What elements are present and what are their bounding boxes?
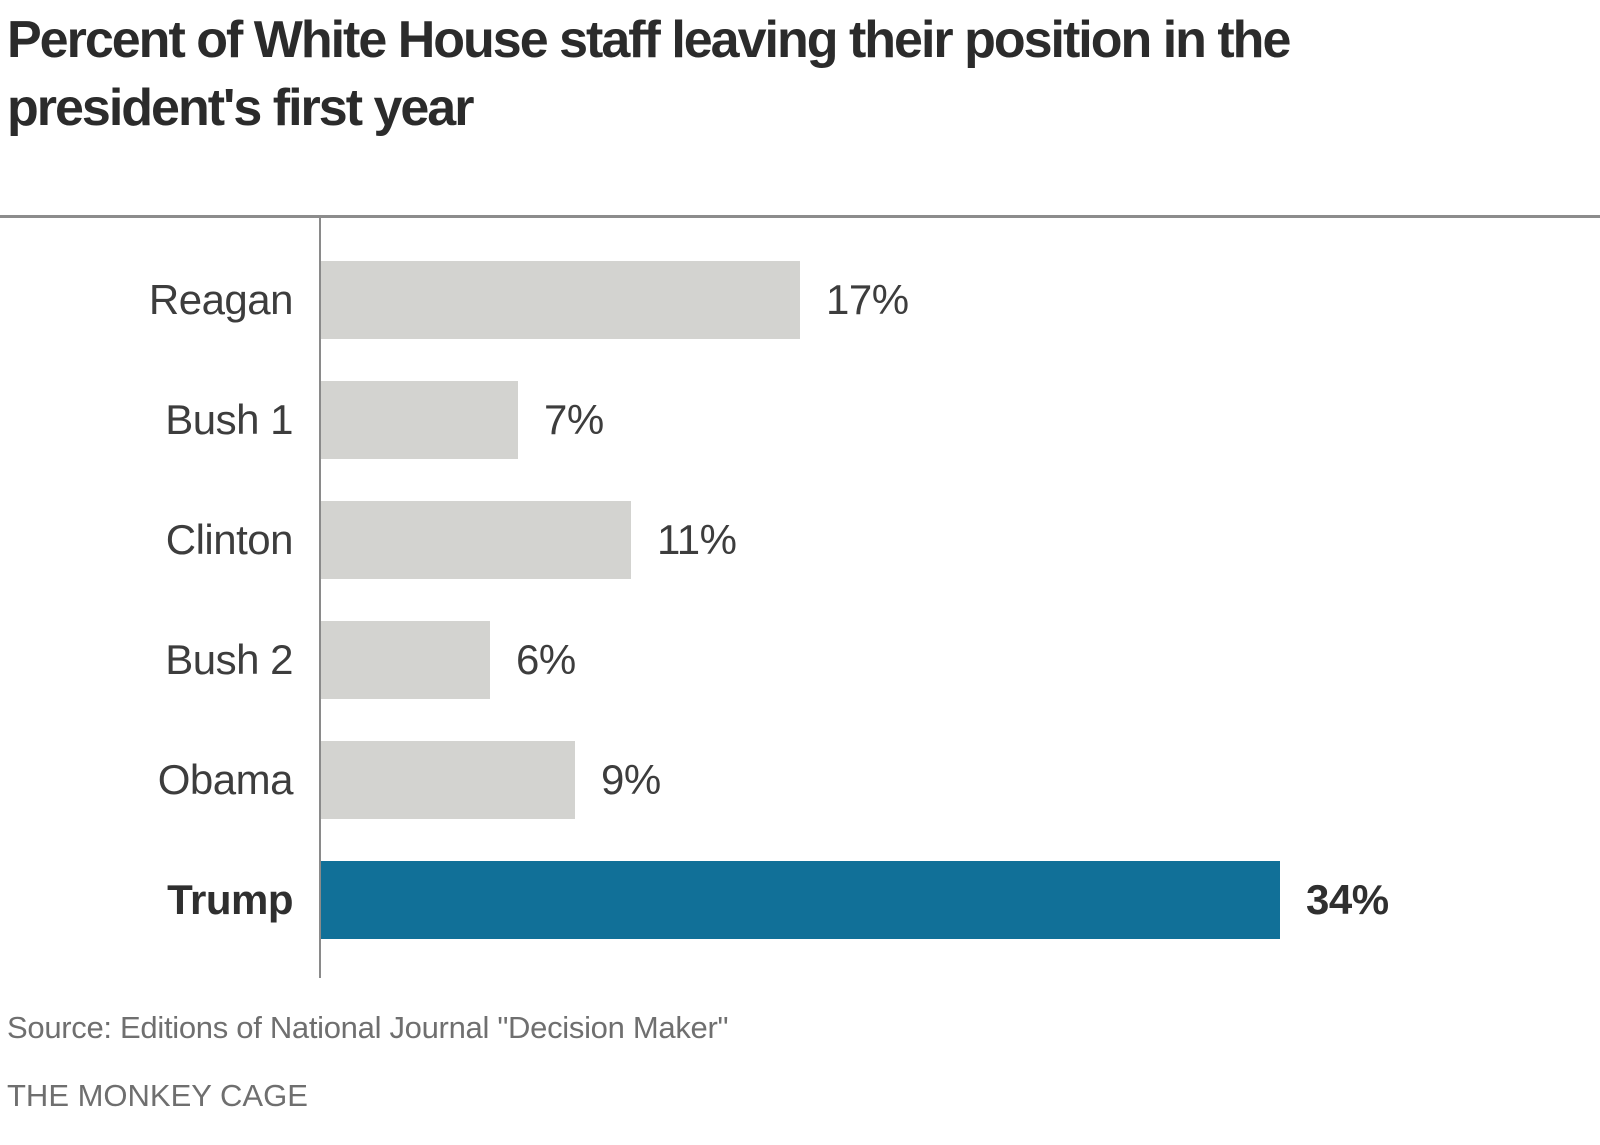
bar-clinton	[321, 501, 631, 579]
bar-bush-1	[321, 381, 518, 459]
bar-reagan	[321, 261, 800, 339]
category-label-obama: Obama	[157, 756, 294, 803]
value-label-trump: 34%	[1306, 876, 1389, 923]
value-label-bush-1: 7%	[544, 396, 604, 443]
value-label-bush-2: 6%	[516, 636, 576, 683]
y-axis-line	[319, 218, 321, 978]
bar-trump	[321, 861, 1280, 939]
bar-row-clinton: Clinton 11%	[0, 501, 1600, 579]
page-title-line-2: president's first year	[7, 79, 474, 137]
value-label-reagan: 17%	[826, 276, 909, 323]
credit-line: THE MONKEY CAGE	[7, 1078, 308, 1113]
bar-obama	[321, 741, 575, 819]
category-label-clinton: Clinton	[165, 516, 294, 563]
category-label-bush-1: Bush 1	[165, 396, 293, 443]
value-label-obama: 9%	[601, 756, 661, 803]
category-label-bush-2: Bush 2	[165, 636, 293, 683]
category-label-trump: Trump	[167, 876, 293, 923]
page-title: Percent of White House staff leaving the…	[7, 6, 1507, 142]
source-note: Source: Editions of National Journal "De…	[7, 1010, 729, 1045]
bar-row-obama: Obama 9%	[0, 741, 1600, 819]
value-label-clinton: 11%	[657, 516, 737, 563]
bar-bush-2	[321, 621, 490, 699]
bar-row-bush-2: Bush 2 6%	[0, 621, 1600, 699]
page-title-line-1: Percent of White House staff leaving the…	[7, 11, 1291, 69]
bar-row-trump: Trump 34%	[0, 861, 1600, 939]
chart-top-rule	[0, 215, 1600, 218]
category-label-reagan: Reagan	[148, 276, 294, 323]
bar-row-reagan: Reagan 17%	[0, 261, 1600, 339]
chart-area: Reagan 17% Bush 1 7% Clinton 11% Bush 2 6% Obama…	[0, 218, 1600, 978]
bar-row-bush-1: Bush 1 7%	[0, 381, 1600, 459]
